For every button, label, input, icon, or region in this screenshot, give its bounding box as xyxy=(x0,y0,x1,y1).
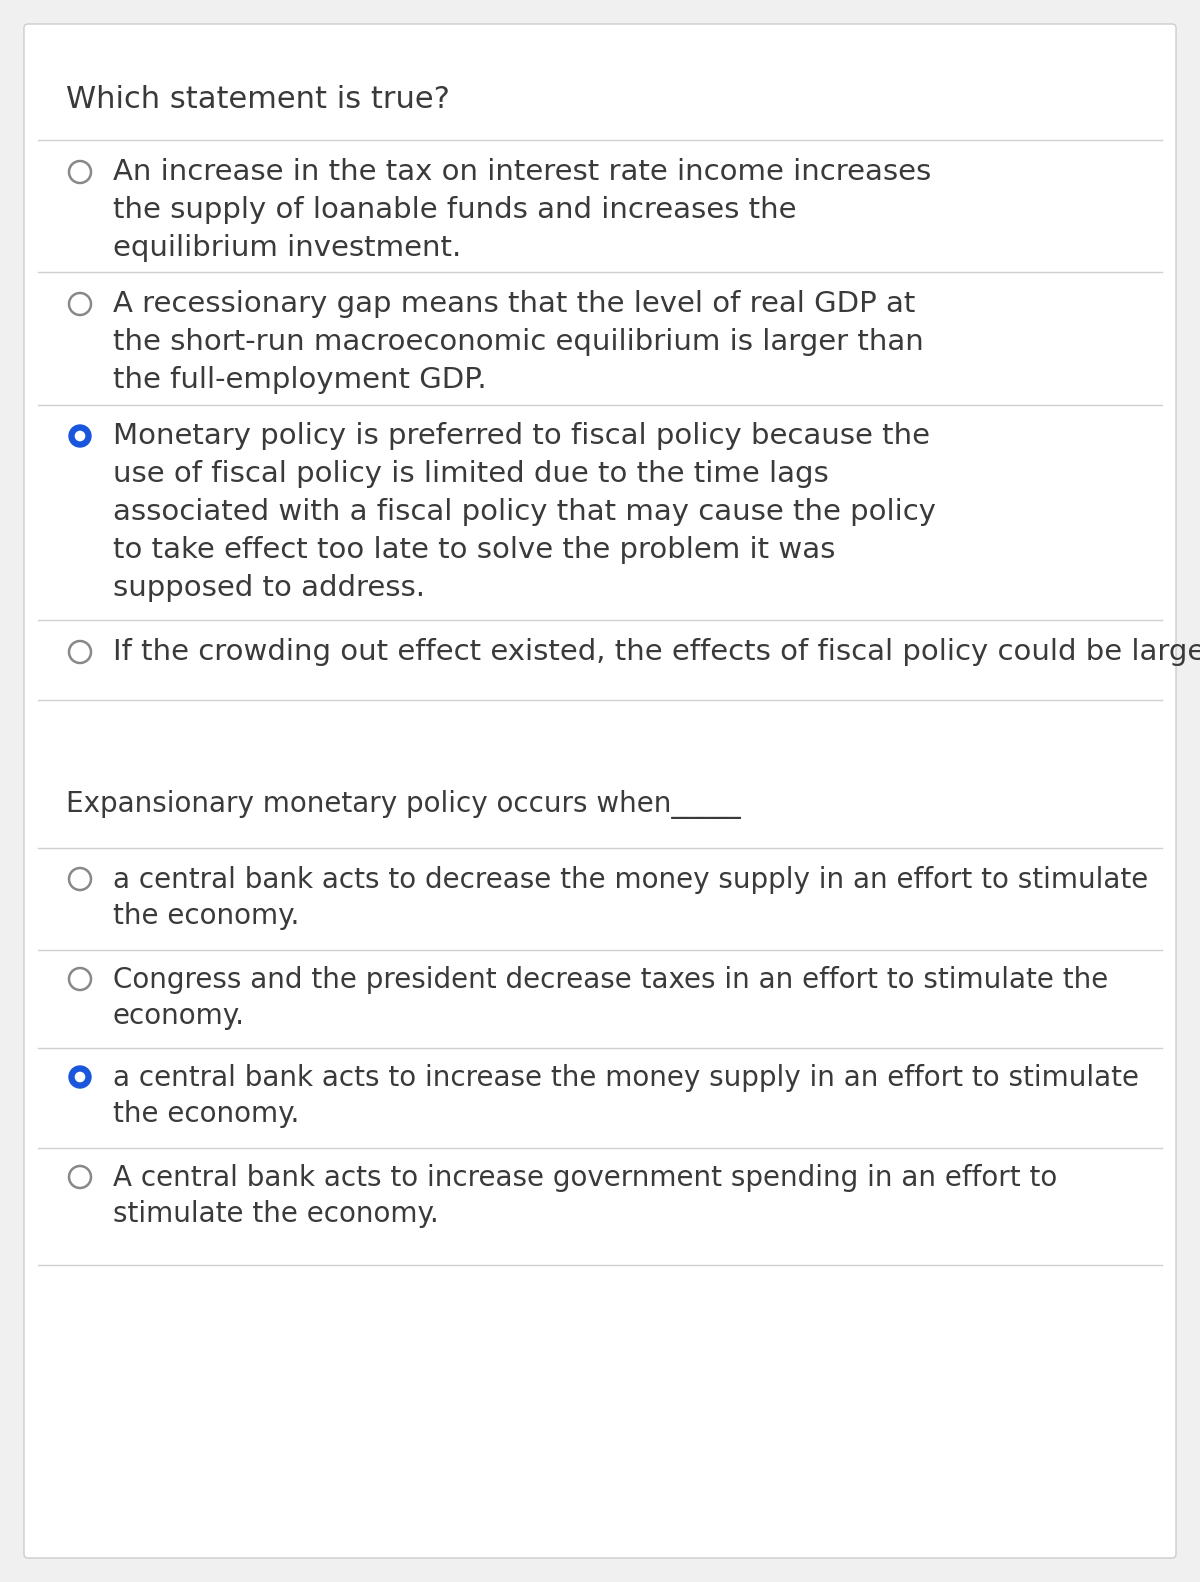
Text: A central bank acts to increase government spending in an effort to: A central bank acts to increase governme… xyxy=(113,1164,1057,1191)
Circle shape xyxy=(70,1066,91,1088)
Text: An increase in the tax on interest rate income increases: An increase in the tax on interest rate … xyxy=(113,158,931,187)
Text: A recessionary gap means that the level of real GDP at: A recessionary gap means that the level … xyxy=(113,290,916,318)
Text: the supply of loanable funds and increases the: the supply of loanable funds and increas… xyxy=(113,196,797,225)
Text: the economy.: the economy. xyxy=(113,1099,299,1128)
Text: the short-run macroeconomic equilibrium is larger than: the short-run macroeconomic equilibrium … xyxy=(113,327,924,356)
Text: a central bank acts to increase the money supply in an effort to stimulate: a central bank acts to increase the mone… xyxy=(113,1065,1139,1092)
Circle shape xyxy=(76,432,85,441)
Text: Congress and the president decrease taxes in an effort to stimulate the: Congress and the president decrease taxe… xyxy=(113,967,1109,993)
Text: supposed to address.: supposed to address. xyxy=(113,574,425,603)
Text: equilibrium investment.: equilibrium investment. xyxy=(113,234,461,263)
FancyBboxPatch shape xyxy=(24,24,1176,1558)
Text: to take effect too late to solve the problem it was: to take effect too late to solve the pro… xyxy=(113,536,835,565)
Text: the economy.: the economy. xyxy=(113,902,299,930)
Text: economy.: economy. xyxy=(113,1001,245,1030)
Circle shape xyxy=(70,426,91,448)
Circle shape xyxy=(76,1073,85,1082)
Text: Expansionary monetary policy occurs when_____: Expansionary monetary policy occurs when… xyxy=(66,789,740,819)
Text: a central bank acts to decrease the money supply in an effort to stimulate: a central bank acts to decrease the mone… xyxy=(113,865,1148,894)
Text: If the crowding out effect existed, the effects of fiscal policy could be larger: If the crowding out effect existed, the … xyxy=(113,638,1200,666)
Text: associated with a fiscal policy that may cause the policy: associated with a fiscal policy that may… xyxy=(113,498,936,525)
Text: stimulate the economy.: stimulate the economy. xyxy=(113,1201,439,1228)
Text: the full-employment GDP.: the full-employment GDP. xyxy=(113,365,487,394)
Text: use of fiscal policy is limited due to the time lags: use of fiscal policy is limited due to t… xyxy=(113,460,829,487)
Text: Which statement is true?: Which statement is true? xyxy=(66,85,450,114)
Text: Monetary policy is preferred to fiscal policy because the: Monetary policy is preferred to fiscal p… xyxy=(113,422,930,449)
